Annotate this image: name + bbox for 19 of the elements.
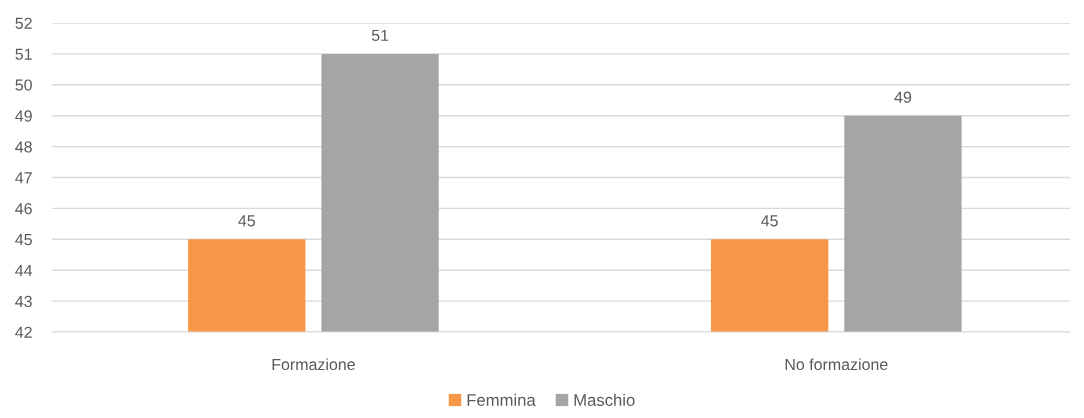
data-label: 49 <box>894 91 912 103</box>
data-label: 45 <box>761 215 778 227</box>
y-tick-label: 50 <box>15 79 32 91</box>
legend-label: Femmina <box>467 393 536 406</box>
x-tick-label: Formazione <box>272 358 355 371</box>
y-tick-label: 42 <box>15 326 32 338</box>
data-label: 51 <box>371 29 389 42</box>
y-tick-label: 48 <box>15 141 32 153</box>
y-tick-label: 51 <box>15 48 32 60</box>
data-label: 45 <box>238 215 255 227</box>
y-tick-label: 44 <box>15 265 33 276</box>
y-tick-label: 43 <box>15 295 32 308</box>
y-tick-label: 47 <box>15 172 32 184</box>
legend-label: Maschio <box>574 393 635 406</box>
y-tick-label: 46 <box>15 203 32 215</box>
y-tick-label: 49 <box>15 110 32 122</box>
y-tick-label: 52 <box>15 17 32 29</box>
y-tick-label: 45 <box>15 234 32 246</box>
x-tick-label: No formazione <box>785 358 888 371</box>
